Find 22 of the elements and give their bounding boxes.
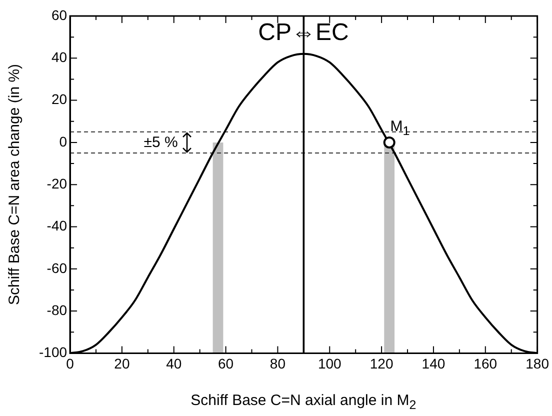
annotation: ±5 % (144, 134, 178, 151)
y-tick-label: 20 (51, 91, 68, 108)
x-tick-label: 160 (474, 355, 498, 372)
x-axis-title: Schiff Base C=N axial angle in M$_{2}$ (190, 392, 416, 412)
x-tick-label: 40 (166, 355, 182, 372)
x-tick-label: 180 (526, 355, 550, 372)
x-tick-label: 120 (370, 355, 394, 372)
y-tick-label: -80 (46, 302, 68, 318)
x-tick-label: 100 (318, 355, 342, 372)
annotation: M$_{1}$ (390, 118, 410, 138)
y-tick-label: -20 (46, 175, 68, 192)
y-tick-label: 0 (59, 133, 68, 150)
x-tick-label: 80 (270, 355, 286, 372)
y-tick-label: -60 (46, 260, 68, 276)
y-tick-label: -40 (46, 218, 68, 234)
x-tick-label: 20 (114, 355, 130, 372)
y-tick-label: -100 (38, 344, 68, 360)
x-tick-label: 60 (218, 355, 234, 372)
x-tick-label: 140 (422, 355, 446, 372)
y-tick-label: 60 (51, 6, 68, 23)
y-axis-title: Schiff Base C=N area change (in %) (6, 64, 23, 306)
y-tick-label: 40 (51, 49, 68, 66)
